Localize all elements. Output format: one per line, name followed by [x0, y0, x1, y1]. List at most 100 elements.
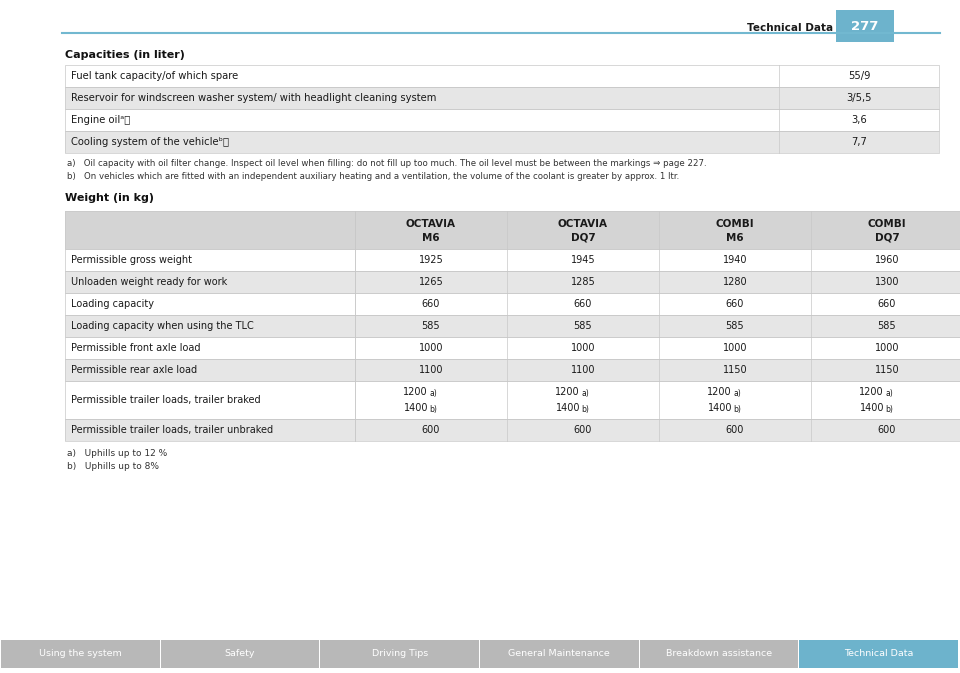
Text: 1400: 1400: [556, 403, 580, 413]
Text: Permissible gross weight: Permissible gross weight: [71, 255, 192, 265]
Text: 1400: 1400: [403, 403, 428, 413]
Text: a): a): [733, 390, 741, 398]
Text: 1150: 1150: [723, 365, 747, 375]
Text: 660: 660: [574, 299, 592, 309]
Text: b): b): [885, 405, 893, 415]
Bar: [800, 640, 958, 668]
Text: 277: 277: [852, 20, 878, 32]
Text: 600: 600: [574, 425, 592, 435]
Text: 600: 600: [421, 425, 441, 435]
Bar: [639, 640, 799, 668]
Bar: [160, 640, 320, 668]
Bar: [65, 419, 960, 441]
Text: 1400: 1400: [859, 403, 884, 413]
Text: COMBI: COMBI: [716, 219, 755, 229]
Text: Reservoir for windscreen washer system/ with headlight cleaning system: Reservoir for windscreen washer system/ …: [71, 93, 437, 103]
Bar: [65, 359, 960, 381]
Text: 1150: 1150: [875, 365, 900, 375]
Text: Driving Tips: Driving Tips: [372, 649, 428, 658]
Text: Technical Data: Technical Data: [844, 649, 913, 658]
Text: Cooling system of the vehicleᵇ⧧: Cooling system of the vehicleᵇ⧧: [71, 137, 229, 147]
Bar: [65, 249, 960, 271]
Text: M6: M6: [422, 233, 440, 242]
Bar: [321, 640, 479, 668]
Text: a): a): [885, 390, 893, 398]
Text: 1000: 1000: [419, 343, 444, 353]
Text: b)   On vehicles which are fitted with an independent auxiliary heating and a ve: b) On vehicles which are fitted with an …: [67, 172, 680, 181]
Bar: [480, 640, 638, 668]
Text: 600: 600: [726, 425, 744, 435]
Text: Weight (in kg): Weight (in kg): [65, 193, 154, 203]
Text: Using the system: Using the system: [39, 649, 122, 658]
Bar: [1, 640, 159, 668]
Text: 660: 660: [877, 299, 897, 309]
Text: 1000: 1000: [875, 343, 900, 353]
Bar: [65, 211, 960, 249]
Bar: [65, 381, 960, 419]
Text: OCTAVIA: OCTAVIA: [558, 219, 608, 229]
Text: Engine oilᵃ⧧: Engine oilᵃ⧧: [71, 115, 131, 125]
Bar: [65, 293, 960, 315]
Bar: [65, 359, 960, 381]
Bar: [65, 65, 939, 87]
Text: a): a): [581, 390, 588, 398]
Text: 585: 585: [421, 321, 441, 331]
Text: 1000: 1000: [571, 343, 595, 353]
Text: 3/5,5: 3/5,5: [847, 93, 872, 103]
Bar: [65, 381, 960, 419]
Text: Permissible front axle load: Permissible front axle load: [71, 343, 201, 353]
Text: Permissible rear axle load: Permissible rear axle load: [71, 365, 197, 375]
Bar: [65, 315, 960, 337]
Text: 7,7: 7,7: [852, 137, 867, 147]
Text: 585: 585: [877, 321, 897, 331]
Text: Permissible trailer loads, trailer unbraked: Permissible trailer loads, trailer unbra…: [71, 425, 274, 435]
Bar: [65, 271, 960, 293]
Bar: [65, 249, 960, 271]
Text: a)   Oil capacity with oil filter change. Inspect oil level when filling: do not: a) Oil capacity with oil filter change. …: [67, 159, 707, 168]
Bar: [65, 337, 960, 359]
Bar: [836, 10, 894, 42]
Text: 1200: 1200: [556, 388, 580, 397]
Text: 585: 585: [574, 321, 592, 331]
Text: 1945: 1945: [570, 255, 595, 265]
Text: 1960: 1960: [875, 255, 900, 265]
Text: b): b): [581, 405, 588, 415]
Text: OCTAVIA: OCTAVIA: [406, 219, 456, 229]
Text: Safety: Safety: [225, 649, 255, 658]
Text: 1285: 1285: [570, 277, 595, 287]
Text: 1100: 1100: [571, 365, 595, 375]
Text: COMBI: COMBI: [868, 219, 906, 229]
Text: 1280: 1280: [723, 277, 747, 287]
Text: 1000: 1000: [723, 343, 747, 353]
Text: Breakdown assistance: Breakdown assistance: [666, 649, 772, 658]
Bar: [65, 109, 939, 131]
Text: Loading capacity: Loading capacity: [71, 299, 154, 309]
Text: DQ7: DQ7: [875, 233, 900, 242]
Bar: [65, 131, 939, 153]
Text: 1265: 1265: [419, 277, 444, 287]
Bar: [65, 271, 960, 293]
Bar: [65, 87, 939, 109]
Text: b): b): [429, 405, 437, 415]
Text: 55/9: 55/9: [848, 71, 871, 81]
Text: 1100: 1100: [419, 365, 444, 375]
Text: 3,6: 3,6: [852, 115, 867, 125]
Text: Technical Data: Technical Data: [747, 23, 833, 33]
Bar: [65, 211, 960, 249]
Text: Permissible trailer loads, trailer braked: Permissible trailer loads, trailer brake…: [71, 395, 260, 405]
Text: a): a): [429, 390, 437, 398]
Text: 1300: 1300: [875, 277, 900, 287]
Text: 660: 660: [726, 299, 744, 309]
Text: 660: 660: [421, 299, 441, 309]
Bar: [65, 315, 960, 337]
Text: 1940: 1940: [723, 255, 747, 265]
Text: 1400: 1400: [708, 403, 732, 413]
Text: 585: 585: [726, 321, 744, 331]
Text: Fuel tank capacity/of which spare: Fuel tank capacity/of which spare: [71, 71, 238, 81]
Bar: [65, 65, 939, 87]
Text: General Maintenance: General Maintenance: [509, 649, 611, 658]
Text: Capacities (in liter): Capacities (in liter): [65, 50, 185, 60]
Text: 1200: 1200: [708, 388, 732, 397]
Bar: [65, 337, 960, 359]
Text: 1925: 1925: [419, 255, 444, 265]
